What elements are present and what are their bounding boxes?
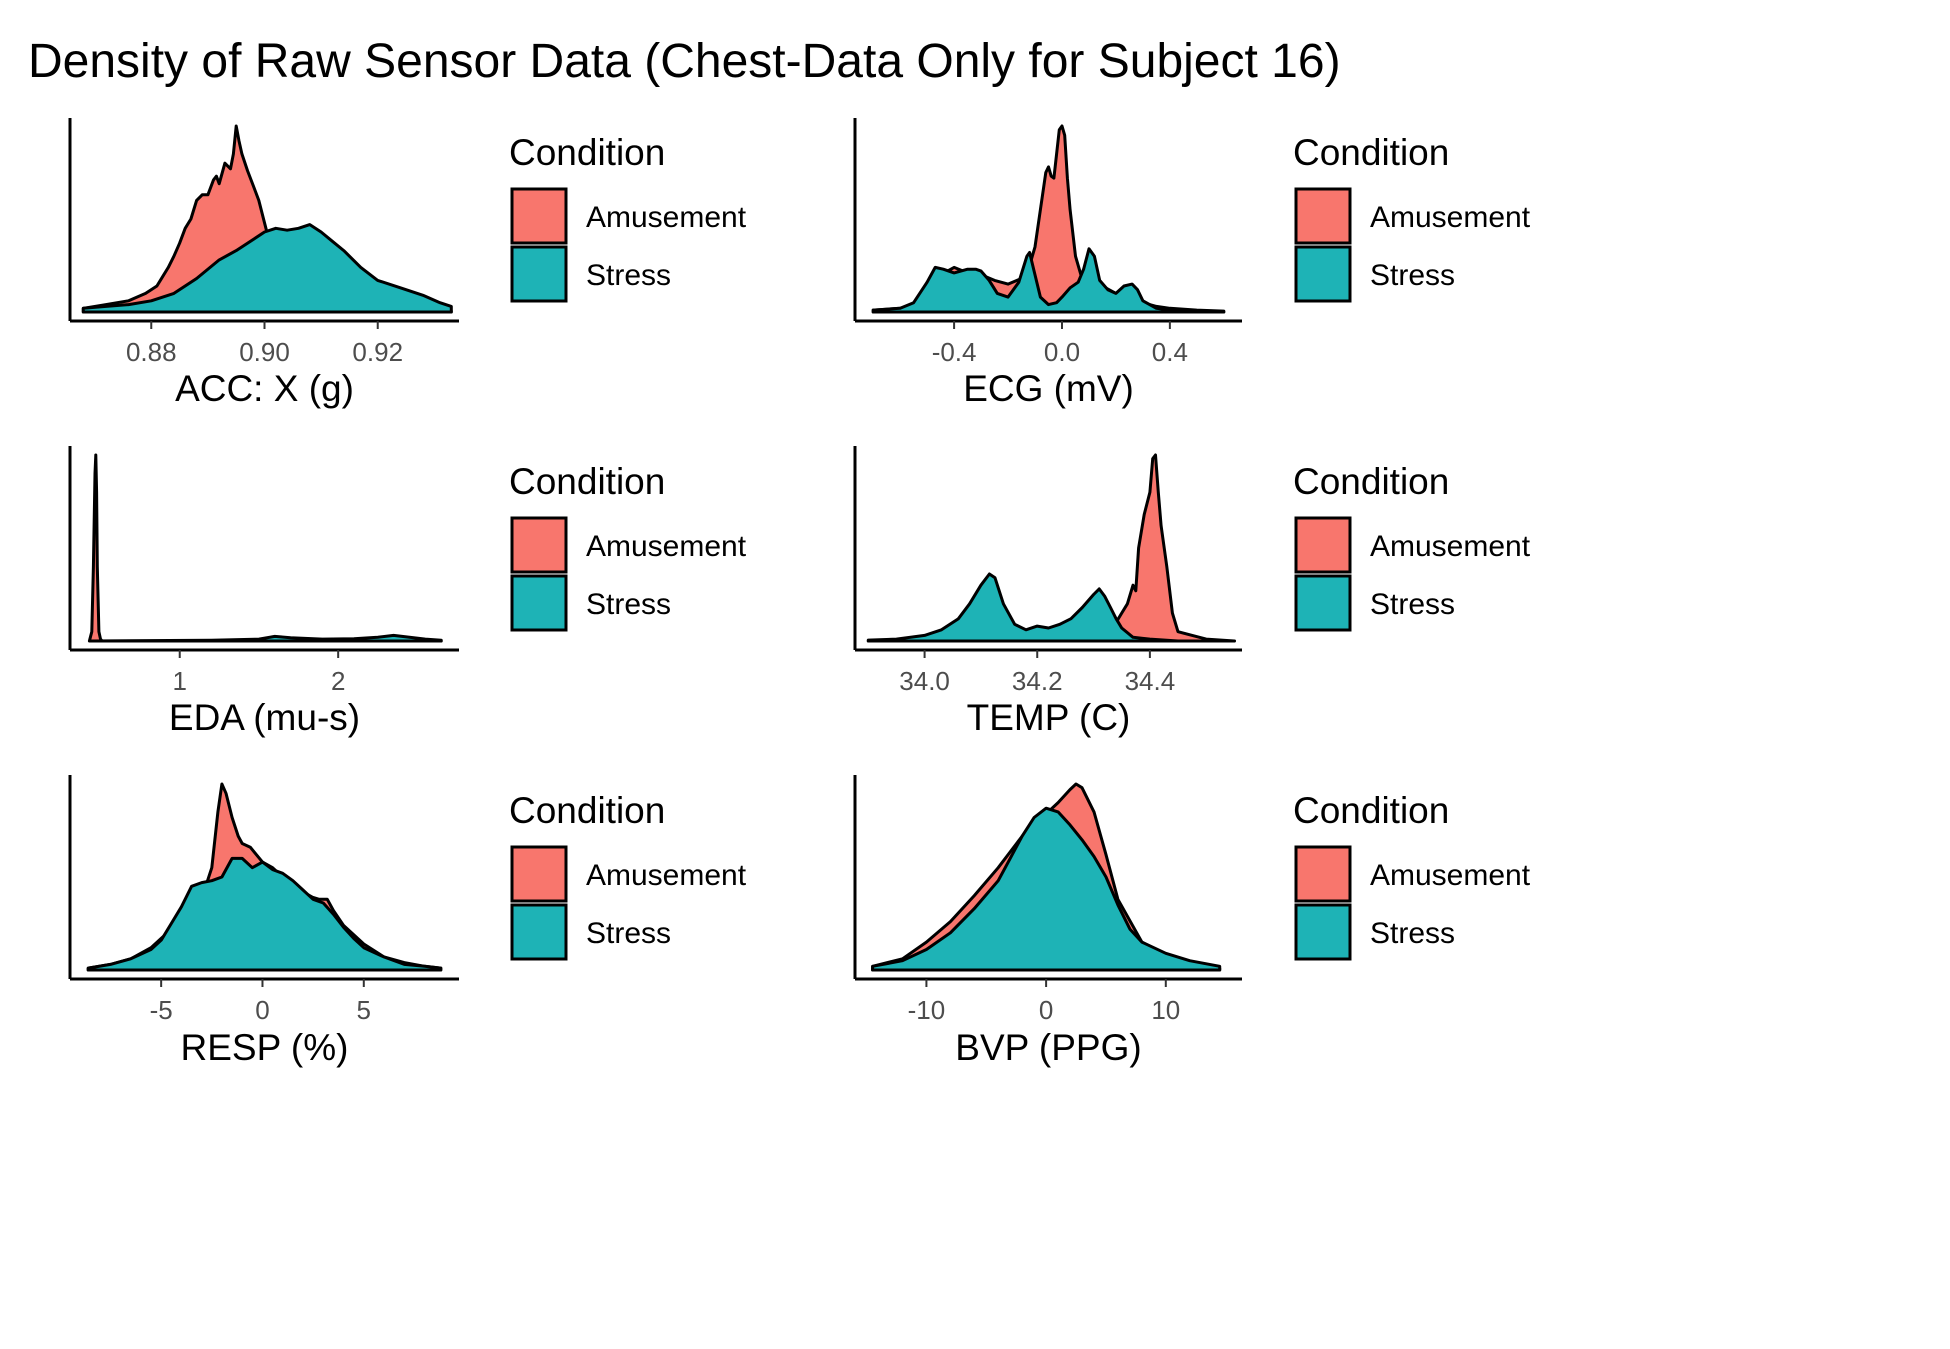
legend-title: Condition [1293, 132, 1449, 173]
density-stress [866, 572, 1236, 643]
density-stress [81, 223, 453, 314]
x-tick-label: 1 [173, 666, 187, 696]
legend-label-stress: Stress [586, 917, 671, 950]
legend-key-amusement [1294, 845, 1352, 903]
legend: Condition Amusement Stress [509, 790, 747, 961]
x-tick-label: 10 [1151, 995, 1180, 1025]
legend-label-stress: Stress [1370, 259, 1455, 292]
x-tick-label: 34.2 [1012, 666, 1063, 696]
legend-label-amusement: Amusement [586, 859, 747, 892]
x-tick-label: 0.90 [239, 337, 290, 367]
legend: Condition Amusement Stress [1293, 790, 1531, 961]
legend: Condition Amusement Stress [509, 132, 747, 303]
density-stress [86, 856, 443, 972]
x-tick-label: 5 [357, 995, 371, 1025]
x-tick-label: -5 [150, 995, 173, 1025]
legend-label-amusement: Amusement [1370, 201, 1531, 234]
legend-key-stress [1294, 574, 1352, 632]
x-tick-label: 0.0 [1044, 337, 1080, 367]
legend-key-stress [1294, 903, 1352, 961]
legend-key-amusement [1294, 187, 1352, 245]
panel-2: -0.4 0.0 0.4 ECG (mV) Condition Amusement Stre… [853, 118, 1531, 409]
density-stress [89, 633, 443, 643]
legend-label-stress: Stress [586, 588, 671, 621]
x-tick-label: 0.4 [1152, 337, 1188, 367]
legend-title: Condition [509, 790, 665, 831]
legend-key-amusement [1294, 516, 1352, 574]
panel-5: -5 0 5 RESP (%) Condition Amusement Stress [68, 775, 747, 1068]
x-axis-label: TEMP (C) [967, 697, 1131, 738]
x-axis-label: BVP (PPG) [955, 1027, 1141, 1068]
x-axis-label: ECG (mV) [963, 368, 1134, 409]
density-stress [871, 806, 1222, 972]
legend-title: Condition [509, 132, 665, 173]
x-tick-label: 34.4 [1125, 666, 1176, 696]
density-stress [871, 247, 1226, 314]
legend-label-stress: Stress [1370, 588, 1455, 621]
figure-title: Density of Raw Sensor Data (Chest-Data O… [28, 35, 1341, 88]
x-tick-label: 34.0 [899, 666, 950, 696]
legend-label-amusement: Amusement [586, 530, 747, 563]
legend-label-amusement: Amusement [1370, 859, 1531, 892]
x-axis-label: ACC: X (g) [175, 368, 354, 409]
x-tick-label: 2 [331, 666, 345, 696]
legend-key-stress [510, 245, 568, 303]
legend-label-stress: Stress [1370, 917, 1455, 950]
legend-label-amusement: Amusement [1370, 530, 1531, 563]
x-tick-label: 0.92 [352, 337, 403, 367]
legend-key-stress [510, 903, 568, 961]
legend-title: Condition [1293, 790, 1449, 831]
legend-key-stress [1294, 245, 1352, 303]
legend-key-amusement [510, 187, 568, 245]
legend: Condition Amusement Stress [1293, 461, 1531, 632]
legend-title: Condition [1293, 461, 1449, 502]
legend-key-stress [510, 574, 568, 632]
x-tick-label: 0 [255, 995, 269, 1025]
x-tick-label: -10 [908, 995, 946, 1025]
x-tick-label: 0.88 [126, 337, 177, 367]
legend: Condition Amusement Stress [1293, 132, 1531, 303]
x-axis-label: EDA (mu-s) [169, 697, 360, 738]
panel-6: -10 0 10 BVP (PPG) Condition Amusement Stress [853, 775, 1531, 1068]
legend-key-amusement [510, 516, 568, 574]
x-axis-label: RESP (%) [181, 1027, 349, 1068]
x-tick-label: -0.4 [932, 337, 977, 367]
legend-key-amusement [510, 845, 568, 903]
legend: Condition Amusement Stress [509, 461, 747, 632]
legend-title: Condition [509, 461, 665, 502]
legend-label-amusement: Amusement [586, 201, 747, 234]
x-tick-label: 0 [1039, 995, 1053, 1025]
legend-label-stress: Stress [586, 259, 671, 292]
